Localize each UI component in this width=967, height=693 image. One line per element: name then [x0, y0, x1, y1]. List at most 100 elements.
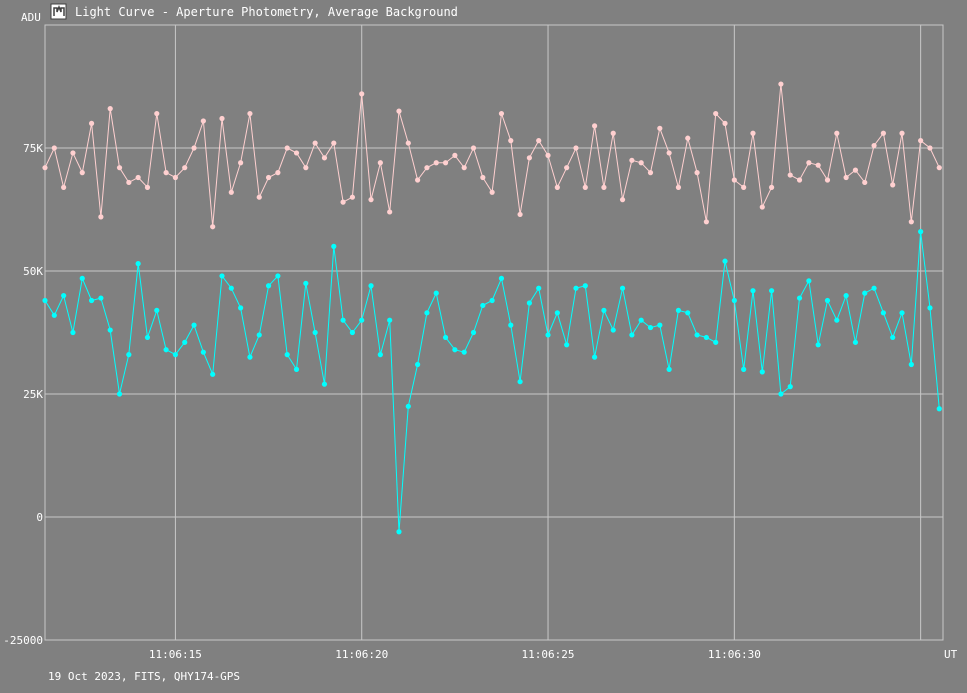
data-point-comparison [834, 317, 840, 323]
data-point-comparison [70, 329, 76, 336]
data-point-comparison [275, 273, 281, 279]
data-point-comparison [79, 275, 85, 281]
data-point-comparison [536, 285, 542, 291]
data-point-comparison [433, 290, 439, 296]
data-point-comparison [731, 297, 737, 304]
data-point-comparison [238, 305, 244, 311]
data-point-target [508, 138, 514, 144]
data-point-comparison [545, 332, 551, 338]
data-point-comparison [787, 384, 793, 390]
data-point-comparison [331, 243, 337, 249]
data-point-comparison [88, 297, 95, 304]
data-point-comparison [228, 285, 234, 291]
light-curve-app-icon[interactable] [50, 3, 67, 20]
data-point-comparison [219, 273, 225, 279]
data-point-comparison [508, 322, 514, 328]
data-point-target [675, 184, 682, 190]
y-tick-label: 75K [23, 142, 43, 155]
data-point-target [750, 130, 756, 136]
data-point-target [918, 138, 924, 144]
data-point-target [890, 182, 896, 188]
data-point-comparison [694, 332, 700, 338]
data-point-comparison [675, 307, 682, 313]
data-point-target [526, 155, 532, 161]
data-point-comparison [722, 258, 728, 264]
data-point-comparison [377, 352, 383, 358]
data-point-target [470, 145, 477, 151]
data-point-target [936, 165, 942, 171]
data-point-target [163, 170, 169, 176]
data-point-target [806, 160, 812, 166]
data-point-comparison [461, 349, 467, 355]
data-point-target [852, 167, 859, 173]
data-point-target [461, 165, 467, 171]
data-point-target [368, 197, 374, 203]
data-point-comparison [647, 324, 654, 331]
data-point-target [703, 219, 709, 225]
data-point-target [210, 224, 216, 230]
data-point-comparison [396, 529, 402, 535]
series-layer [42, 81, 942, 535]
data-point-target [815, 162, 821, 168]
chart-title: Light Curve - Aperture Photometry, Avera… [75, 5, 458, 19]
data-point-target [387, 209, 393, 215]
data-point-comparison [796, 295, 803, 301]
data-point-comparison [424, 310, 430, 316]
y-tick-label: -25000 [3, 634, 43, 647]
data-point-comparison [154, 307, 160, 313]
series-comparison [42, 229, 942, 535]
data-point-comparison [51, 312, 57, 318]
data-point-comparison [899, 310, 905, 316]
data-point-target [275, 170, 281, 176]
data-point-target [433, 160, 439, 166]
data-point-comparison [182, 339, 188, 345]
data-point-comparison [666, 366, 672, 372]
data-point-target [899, 130, 905, 136]
data-point-target [424, 165, 430, 171]
data-point-target [331, 140, 337, 146]
data-point-target [228, 189, 234, 195]
grid-layer [44, 24, 944, 641]
data-point-comparison [759, 369, 765, 375]
footer-caption: 19 Oct 2023, FITS, QHY174-GPS [48, 670, 240, 683]
data-point-comparison [880, 310, 886, 316]
data-point-target [666, 150, 672, 156]
data-point-target [592, 123, 598, 129]
data-point-comparison [908, 361, 914, 368]
data-point-comparison [778, 391, 784, 397]
x-tick-label: 11:06:25 [522, 648, 575, 661]
data-point-comparison [135, 261, 141, 267]
data-point-target [172, 174, 179, 181]
data-point-target [256, 194, 262, 200]
data-point-comparison [601, 307, 607, 313]
data-point-target [135, 174, 141, 181]
data-point-comparison [498, 275, 505, 281]
data-point-comparison [936, 406, 942, 412]
data-point-comparison [265, 283, 272, 289]
data-point-target [731, 177, 737, 183]
data-point-target [638, 160, 644, 166]
data-point-target [908, 219, 914, 225]
data-point-target [722, 120, 728, 126]
data-point-comparison [126, 352, 132, 358]
data-point-comparison [713, 339, 719, 345]
x-tick-label: 11:06:15 [149, 648, 202, 661]
data-point-target [88, 120, 95, 126]
data-point-target [452, 152, 458, 158]
data-point-target [582, 184, 588, 190]
data-point-comparison [303, 280, 309, 286]
data-point-comparison [405, 403, 411, 409]
series-target [42, 81, 942, 230]
data-point-comparison [806, 278, 812, 284]
data-point-target [927, 145, 933, 151]
data-point-comparison [368, 283, 374, 289]
data-point-comparison [144, 334, 151, 341]
data-point-target [564, 165, 570, 171]
data-point-target [768, 184, 775, 190]
data-point-comparison [564, 342, 570, 348]
data-point-target [796, 177, 803, 183]
data-point-comparison [340, 317, 346, 323]
data-point-target [405, 140, 411, 146]
